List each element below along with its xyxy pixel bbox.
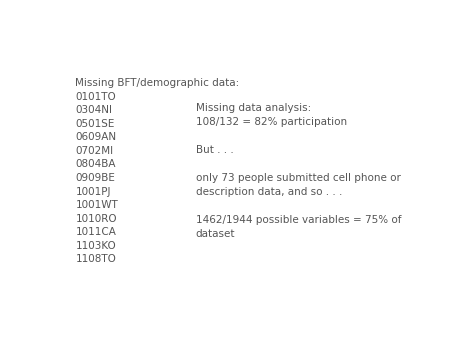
Text: 0804BA: 0804BA	[76, 160, 116, 169]
Text: 0501SE: 0501SE	[76, 119, 115, 129]
Text: 0702MI: 0702MI	[76, 146, 113, 156]
Text: 1103KO: 1103KO	[76, 241, 116, 251]
Text: only 73 people submitted cell phone or
description data, and so . . .: only 73 people submitted cell phone or d…	[196, 173, 400, 197]
Text: 1001PJ: 1001PJ	[76, 187, 111, 197]
Text: 0304NI: 0304NI	[76, 105, 112, 115]
Text: 1108TO: 1108TO	[76, 254, 116, 264]
Text: 1001WT: 1001WT	[76, 200, 118, 210]
Text: But . . .: But . . .	[196, 145, 234, 155]
Text: 0609AN: 0609AN	[76, 132, 117, 142]
Text: 0101TO: 0101TO	[76, 92, 116, 102]
Text: Missing data analysis:
108/132 = 82% participation: Missing data analysis: 108/132 = 82% par…	[196, 103, 347, 127]
Text: Missing BFT/demographic data:: Missing BFT/demographic data:	[76, 78, 240, 88]
Text: 0909BE: 0909BE	[76, 173, 115, 183]
Text: 1462/1944 possible variables = 75% of
dataset: 1462/1944 possible variables = 75% of da…	[196, 215, 401, 239]
Text: 1011CA: 1011CA	[76, 227, 116, 237]
Text: 1010RO: 1010RO	[76, 214, 117, 224]
